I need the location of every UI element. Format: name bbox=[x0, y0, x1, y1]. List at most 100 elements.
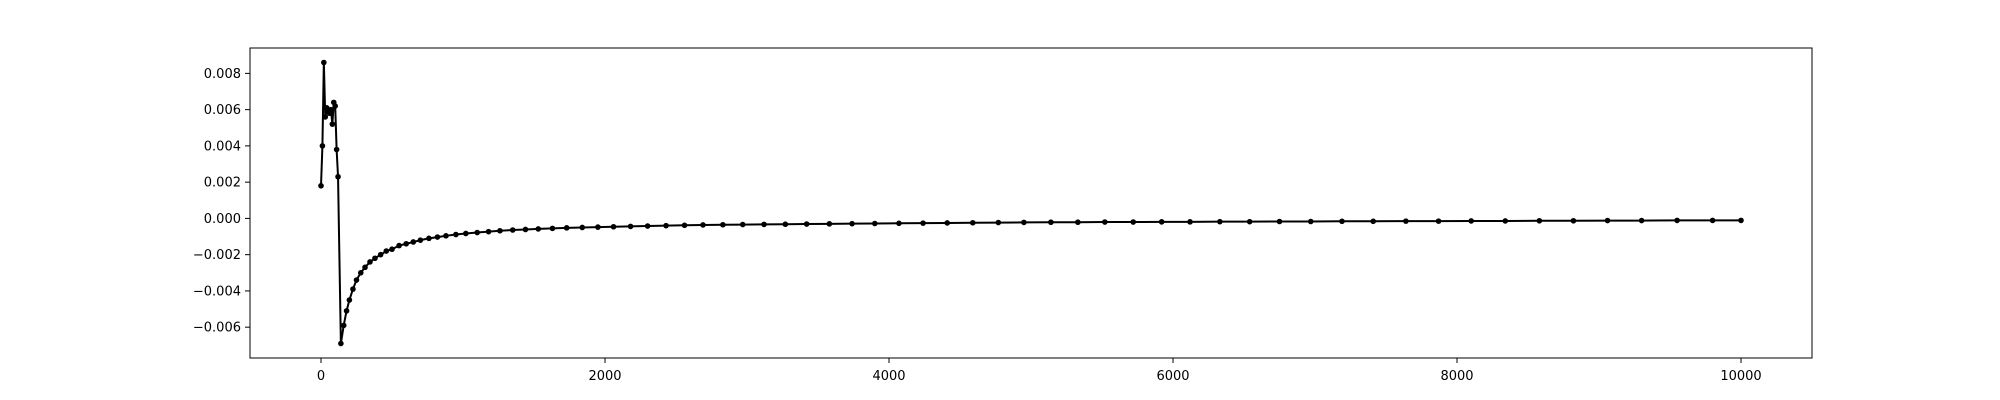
data-point bbox=[1187, 219, 1193, 225]
data-point bbox=[627, 223, 634, 230]
y-tick-label: −0.002 bbox=[193, 248, 241, 263]
data-point bbox=[563, 225, 570, 231]
data-point bbox=[1217, 218, 1223, 225]
data-point bbox=[350, 286, 356, 292]
data-point bbox=[410, 239, 417, 245]
data-point bbox=[1276, 218, 1283, 225]
x-tick-label: 2000 bbox=[588, 369, 621, 384]
data-point bbox=[920, 220, 926, 226]
data-point bbox=[485, 228, 492, 235]
data-point bbox=[1502, 218, 1509, 224]
data-point bbox=[826, 221, 833, 227]
y-tick-label: 0.004 bbox=[204, 139, 241, 154]
x-tick-label: 10000 bbox=[1720, 369, 1761, 384]
data-point bbox=[579, 224, 586, 231]
data-point bbox=[367, 259, 373, 265]
data-point bbox=[1370, 218, 1377, 225]
data-point bbox=[1102, 219, 1108, 225]
data-point bbox=[1570, 217, 1577, 224]
data-point bbox=[803, 221, 810, 227]
data-point bbox=[1021, 219, 1027, 226]
data-point bbox=[872, 220, 878, 227]
data-point bbox=[332, 103, 339, 109]
data-point bbox=[549, 225, 556, 232]
data-point bbox=[522, 226, 529, 233]
y-tick-label: 0.006 bbox=[204, 103, 241, 118]
data-point bbox=[1246, 218, 1253, 225]
x-tick-label: 8000 bbox=[1440, 369, 1473, 384]
data-point bbox=[417, 237, 424, 243]
data-point bbox=[318, 182, 324, 189]
data-point bbox=[335, 173, 341, 180]
data-point bbox=[443, 233, 449, 239]
x-tick-label: 0 bbox=[317, 369, 325, 384]
data-point bbox=[1709, 217, 1716, 224]
y-axis: −0.006 −0.004 −0.002 0.000 0.002 0.004 0.006 0.… bbox=[193, 67, 250, 336]
data-point bbox=[509, 227, 516, 233]
data-point bbox=[346, 297, 353, 303]
data-point bbox=[1339, 218, 1345, 225]
x-tick-label: 4000 bbox=[872, 369, 905, 384]
data-point bbox=[1638, 217, 1645, 224]
data-point bbox=[610, 223, 617, 230]
data-point bbox=[383, 248, 390, 254]
data-point bbox=[340, 322, 347, 329]
data-point bbox=[1674, 217, 1680, 224]
data-point bbox=[338, 340, 344, 347]
data-point bbox=[681, 222, 688, 229]
series-line bbox=[320, 61, 1741, 345]
data-point bbox=[1435, 218, 1442, 224]
data-point bbox=[944, 220, 951, 226]
data-point bbox=[535, 226, 542, 232]
data-point bbox=[595, 224, 601, 230]
data-point bbox=[377, 251, 384, 258]
data-point bbox=[463, 230, 469, 237]
data-point bbox=[995, 219, 1002, 226]
data-point bbox=[1075, 219, 1081, 226]
data-point bbox=[663, 222, 669, 229]
data-point bbox=[739, 221, 746, 228]
data-point bbox=[1468, 218, 1474, 224]
series-markers bbox=[318, 59, 1744, 347]
data-point bbox=[1403, 218, 1409, 224]
data-point bbox=[644, 223, 651, 229]
data-point bbox=[357, 270, 364, 276]
x-axis: 0 2000 4000 6000 8000 10000 bbox=[317, 358, 1762, 384]
plot-frame bbox=[249, 47, 1813, 359]
data-point bbox=[362, 264, 368, 271]
data-point bbox=[328, 106, 334, 113]
data-point bbox=[896, 220, 902, 227]
data-point bbox=[343, 308, 350, 314]
data-point bbox=[389, 246, 395, 253]
data-point bbox=[434, 234, 441, 240]
data-point bbox=[474, 229, 481, 236]
data-point bbox=[761, 221, 767, 228]
data-point bbox=[1130, 219, 1137, 225]
data-point bbox=[1604, 217, 1611, 224]
data-point bbox=[333, 146, 340, 153]
data-point bbox=[1048, 219, 1054, 226]
data-point bbox=[700, 222, 706, 228]
data-point bbox=[720, 221, 726, 228]
data-point bbox=[453, 231, 459, 238]
data-point bbox=[426, 235, 432, 242]
data-point bbox=[403, 240, 410, 247]
data-point bbox=[329, 121, 336, 127]
data-point bbox=[322, 114, 329, 120]
data-point bbox=[497, 227, 503, 234]
y-tick-label: 0.000 bbox=[204, 212, 241, 227]
data-point bbox=[396, 242, 402, 249]
data-point bbox=[321, 59, 327, 66]
data-point bbox=[1158, 219, 1165, 225]
x-tick-label: 6000 bbox=[1156, 369, 1189, 384]
data-point bbox=[372, 255, 378, 262]
y-tick-label: 0.008 bbox=[204, 67, 241, 82]
data-point bbox=[1536, 217, 1543, 224]
data-point bbox=[1307, 218, 1314, 225]
data-point bbox=[353, 277, 360, 283]
data-point bbox=[319, 143, 326, 149]
y-tick-label: −0.006 bbox=[193, 321, 241, 336]
data-point bbox=[1738, 217, 1744, 224]
y-tick-label: −0.004 bbox=[193, 284, 241, 299]
